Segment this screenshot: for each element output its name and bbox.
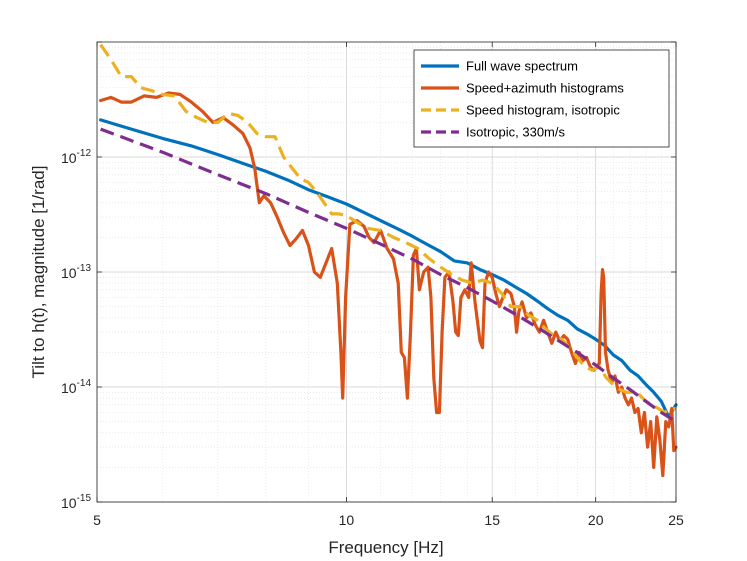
y-tick-exponent: -14 (77, 378, 92, 389)
series-line-3 (99, 43, 676, 415)
x-axis-label: Frequency [Hz] (328, 538, 443, 557)
y-tick-exponent: -15 (77, 493, 92, 504)
legend-label-3: Speed histogram, isotropic (466, 103, 620, 118)
y-axis-label: Tilt to h(t), magnitude [1/rad] (29, 166, 48, 379)
x-tick-label: 25 (668, 512, 684, 528)
x-tick-label: 5 (93, 512, 101, 528)
x-tick-labels: 5 10 15 20 25 (93, 512, 684, 528)
y-tick-base: 10 (61, 150, 77, 166)
ticks (96, 41, 677, 503)
x-tick-label: 15 (484, 512, 500, 528)
x-tick-label: 20 (588, 512, 604, 528)
legend: Full wave spectrum Speed+azimuth histogra… (413, 49, 670, 148)
y-tick-label: 10-12 (61, 148, 91, 166)
y-tick-exponent: -13 (77, 263, 92, 274)
y-tick-base: 10 (61, 265, 77, 281)
y-tick-label: 10-15 (61, 493, 91, 511)
y-tick-label: 10-14 (61, 378, 91, 396)
y-tick-exponent: -12 (77, 148, 92, 159)
legend-label-2: Speed+azimuth histograms (466, 81, 624, 96)
y-tick-label: 10-13 (61, 263, 91, 281)
series-lines (98, 43, 678, 478)
legend-label-4: Isotropic, 330m/s (466, 125, 565, 140)
x-tick-label: 10 (339, 512, 355, 528)
y-tick-base: 10 (61, 495, 77, 511)
series-line-4 (100, 127, 677, 423)
y-tick-base: 10 (61, 380, 77, 396)
legend-label-1: Full wave spectrum (466, 59, 578, 74)
